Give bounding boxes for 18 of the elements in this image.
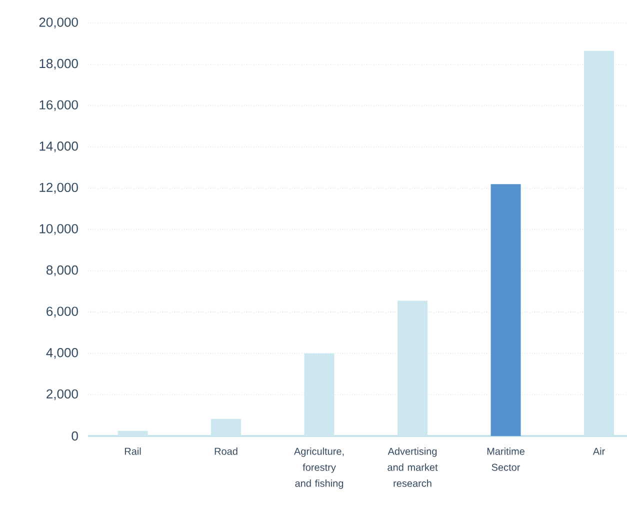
x-tick-label: Rail (124, 448, 141, 455)
y-tick-label: 12,000 (40, 182, 78, 194)
y-tick-label: 6,000 (46, 306, 78, 318)
x-tick-label: Advertising and market research (388, 448, 438, 487)
y-tick-label: 16,000 (40, 100, 78, 111)
y-tick-label: 8,000 (46, 265, 78, 276)
y-tick-label: 0 (72, 431, 78, 441)
x-tick-label: Air (592, 448, 605, 455)
x-tick-label: Road (214, 448, 238, 455)
y-tick-label: 14,000 (40, 142, 78, 152)
x-tick-label: Agriculture, forestry and fishing (294, 448, 344, 489)
y-tick-label: 4,000 (46, 348, 78, 359)
x-tick-label: Maritime Sector (487, 448, 524, 471)
y-tick-label: 20,000 (39, 18, 78, 28)
bar (490, 184, 521, 436)
y-tick-label: 2,000 (46, 389, 78, 400)
y-tick-label: 18,000 (40, 58, 78, 70)
y-tick-label: 10,000 (40, 224, 78, 235)
